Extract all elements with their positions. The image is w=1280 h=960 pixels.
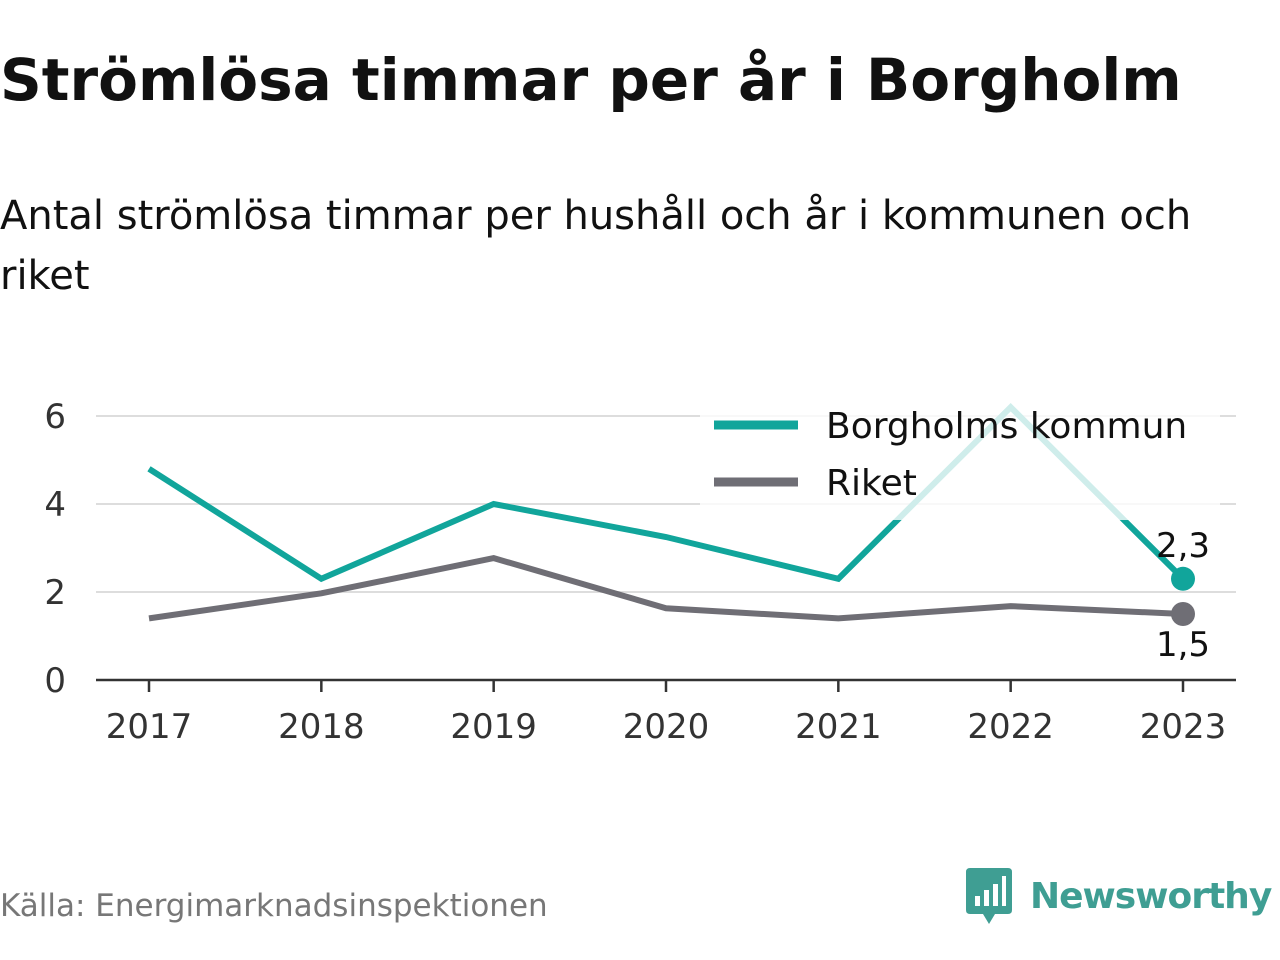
x-tick-label: 2017 xyxy=(106,707,193,747)
bar-chart-speech-bubble-icon xyxy=(966,868,1012,924)
legend-label: Borgholms kommun xyxy=(826,406,1187,447)
brand-logo: Newsworthy xyxy=(964,866,1272,926)
y-tick-label: 6 xyxy=(44,397,66,437)
chart-subtitle: Antal strömlösa timmar per hushåll och å… xyxy=(0,193,1192,299)
end-label-riket: 1,5 xyxy=(1156,625,1210,665)
series-line-riket xyxy=(148,555,1184,622)
legend: Borgholms kommun Riket xyxy=(700,398,1220,520)
gridlines: 0 2 4 6 xyxy=(44,397,1236,701)
legend-background xyxy=(700,398,1220,520)
y-tick-label: 4 xyxy=(44,485,66,525)
x-tick-label: 2018 xyxy=(278,707,365,747)
brand-name: Newsworthy xyxy=(1030,875,1272,917)
x-tick-label: 2023 xyxy=(1140,707,1227,747)
end-labels: 2,3 1,5 xyxy=(1156,526,1210,665)
source-note: Källa: Energimarknadsinspektionen xyxy=(0,888,548,924)
end-point-borgholm xyxy=(1171,566,1195,591)
end-point-riket xyxy=(1171,602,1195,626)
end-label-borgholm: 2,3 xyxy=(1156,526,1210,566)
chart-title: Strömlösa timmar per år i Borgholm xyxy=(0,46,1182,114)
y-tick-label: 0 xyxy=(44,661,66,701)
y-tick-label: 2 xyxy=(44,573,66,613)
x-tick-label: 2021 xyxy=(795,707,882,747)
legend-label: Riket xyxy=(826,463,917,504)
x-tick-label: 2020 xyxy=(623,707,710,747)
x-tick-label: 2019 xyxy=(450,707,537,747)
x-axis: 2017 2018 2019 2020 2021 2022 2023 xyxy=(96,678,1236,747)
x-tick-label: 2022 xyxy=(967,707,1054,747)
